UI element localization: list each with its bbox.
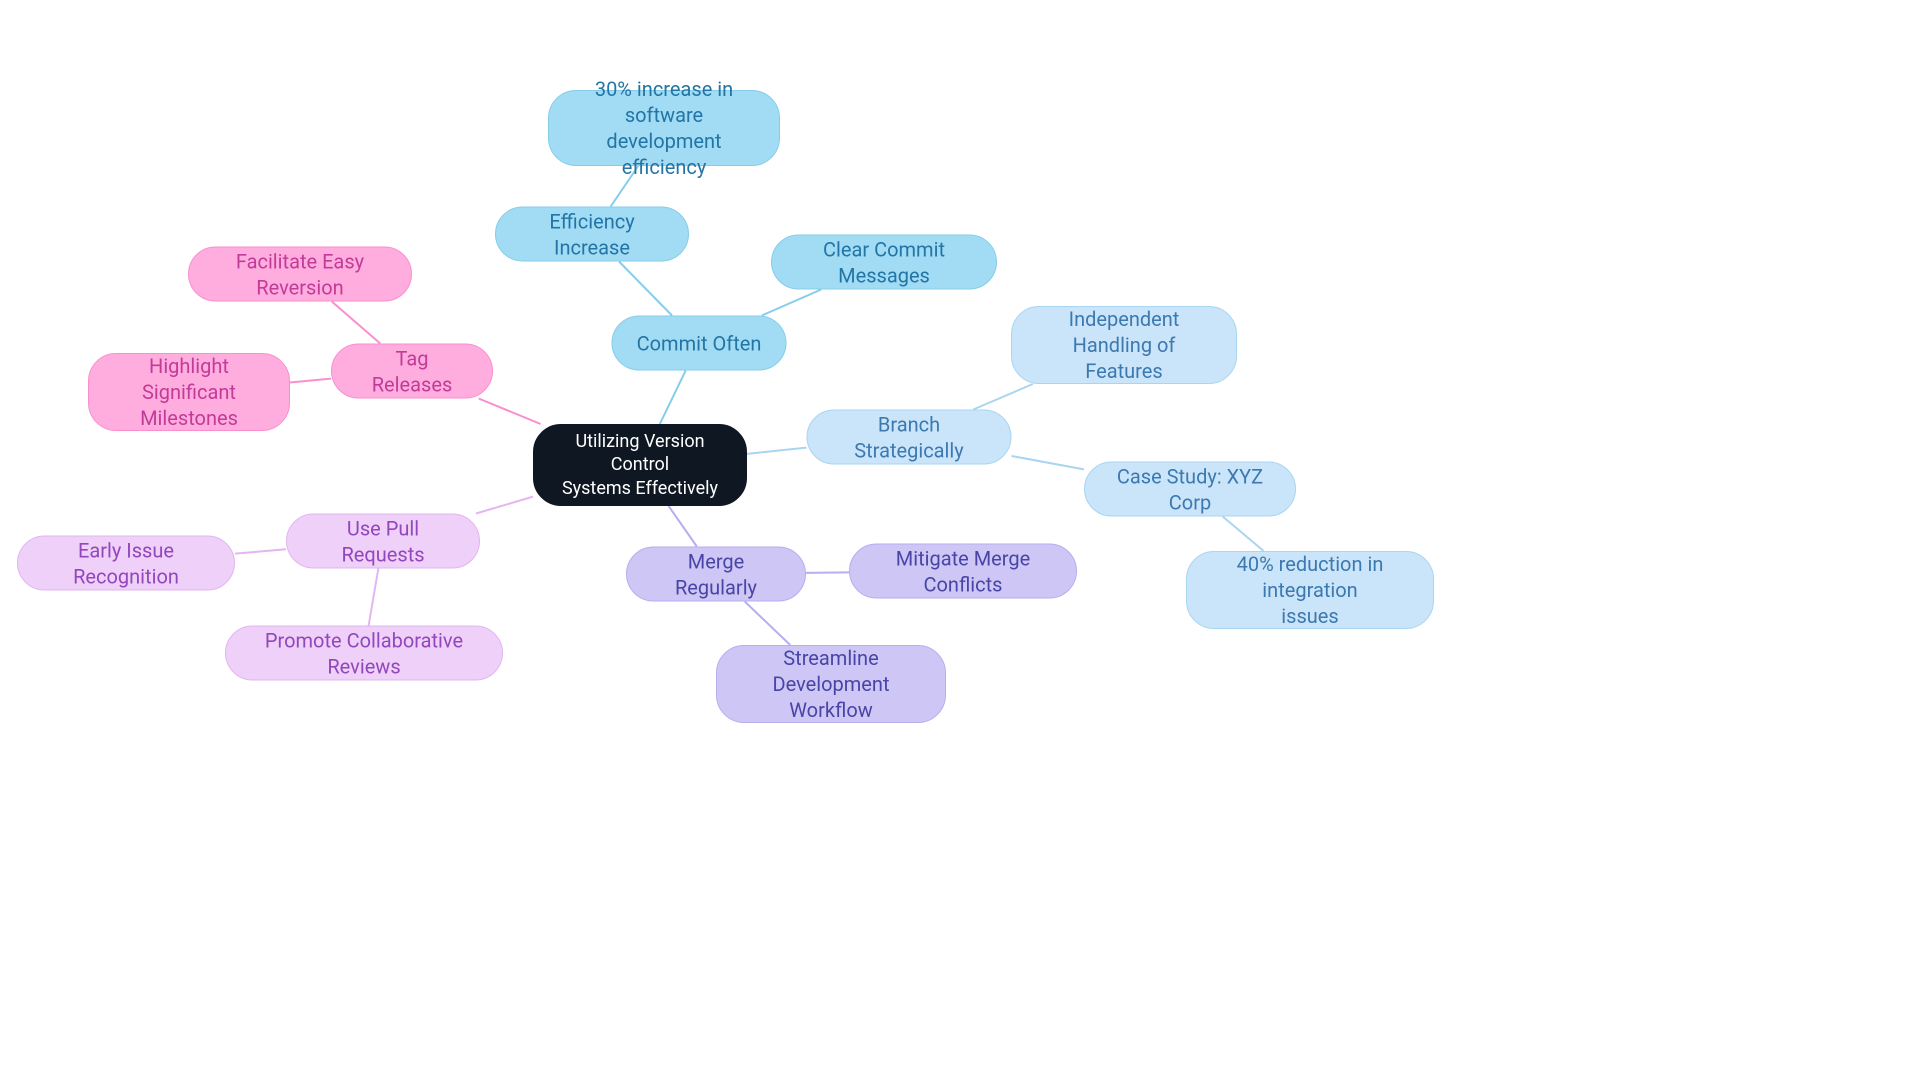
node-label: Use Pull Requests (309, 515, 457, 567)
node-label: 30% increase in softwaredevelopment effi… (571, 76, 757, 180)
edge (1012, 456, 1085, 469)
node-label: Mitigate Merge Conflicts (872, 545, 1054, 597)
node-highlight: Highlight SignificantMilestones (88, 353, 290, 431)
node-label: Independent Handling ofFeatures (1034, 306, 1214, 384)
node-label: Efficiency Increase (518, 208, 666, 260)
edge (1223, 517, 1264, 552)
node-label: Promote Collaborative Reviews (248, 627, 480, 679)
node-case_xyz: Case Study: XYZ Corp (1084, 462, 1296, 517)
node-label: Early Issue Recognition (40, 537, 212, 589)
node-tag: Tag Releases (331, 344, 493, 399)
node-label: Utilizing Version ControlSystems Effecti… (556, 430, 724, 500)
edge (235, 549, 286, 553)
node-eff_30: 30% increase in softwaredevelopment effi… (548, 90, 780, 166)
node-label: Commit Often (637, 330, 762, 356)
node-pull: Use Pull Requests (286, 514, 480, 569)
node-label: Merge Regularly (649, 548, 783, 600)
edge (619, 262, 672, 316)
edge (747, 448, 807, 454)
edge (669, 506, 697, 547)
node-branch: Branch Strategically (807, 410, 1012, 465)
edge (479, 399, 541, 425)
edge (745, 602, 790, 646)
node-label: Clear Commit Messages (794, 236, 974, 288)
node-eff_inc: Efficiency Increase (495, 207, 689, 262)
edge (369, 569, 379, 626)
node-label: Highlight SignificantMilestones (111, 353, 267, 431)
edge (290, 379, 331, 383)
node-indep: Independent Handling ofFeatures (1011, 306, 1237, 384)
node-promote: Promote Collaborative Reviews (225, 626, 503, 681)
node-merge: Merge Regularly (626, 547, 806, 602)
node-label: 40% reduction in integrationissues (1209, 551, 1411, 629)
edge (973, 384, 1033, 410)
node-label: Case Study: XYZ Corp (1107, 463, 1273, 515)
node-mitigate: Mitigate Merge Conflicts (849, 544, 1077, 599)
node-facilitate: Facilitate Easy Reversion (188, 247, 412, 302)
node-streamline: Streamline DevelopmentWorkflow (716, 645, 946, 723)
node-label: Branch Strategically (830, 411, 989, 463)
node-early: Early Issue Recognition (17, 536, 235, 591)
edge (332, 302, 380, 344)
edge (660, 371, 686, 425)
node-label: Tag Releases (354, 345, 470, 397)
edge (476, 497, 533, 514)
node-label: Facilitate Easy Reversion (211, 248, 389, 300)
edge (762, 290, 821, 316)
node-label: Streamline DevelopmentWorkflow (739, 645, 923, 723)
node-commit_often: Commit Often (612, 316, 787, 371)
node-clear_commit: Clear Commit Messages (771, 235, 997, 290)
edge (806, 572, 849, 573)
node-forty: 40% reduction in integrationissues (1186, 551, 1434, 629)
node-center: Utilizing Version ControlSystems Effecti… (533, 424, 747, 506)
